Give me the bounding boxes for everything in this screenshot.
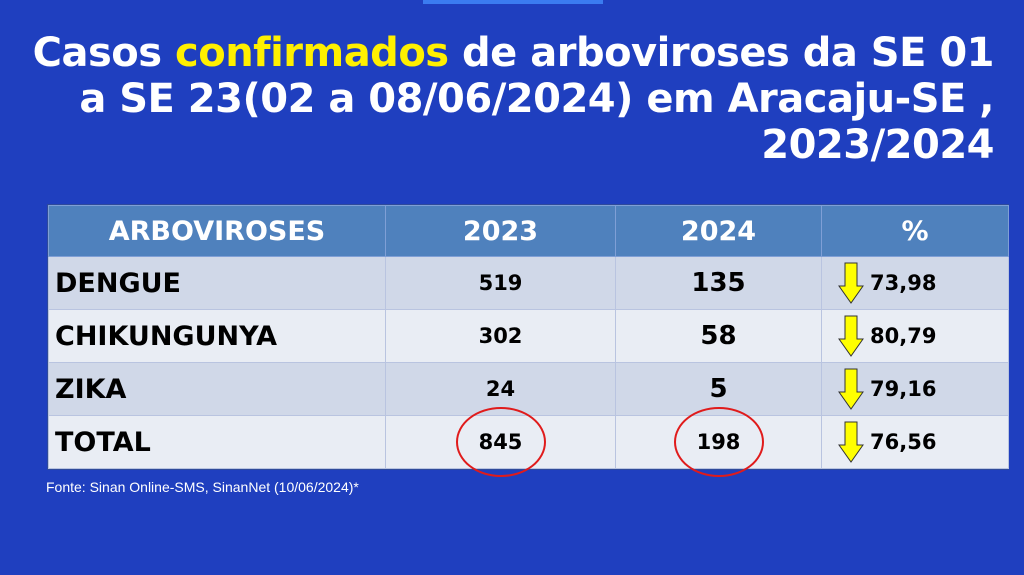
- header-2024: 2024: [615, 205, 822, 257]
- arrow-down-icon: [838, 262, 864, 304]
- cell-percent: 73,98: [821, 256, 1009, 310]
- cell-percent: 76,56: [821, 415, 1009, 469]
- cell-name: CHIKUNGUNYA: [48, 309, 386, 363]
- cell-2024: 58: [615, 309, 822, 363]
- percent-value: 80,79: [870, 324, 937, 348]
- cell-2023: 302: [385, 309, 616, 363]
- source-note: Fonte: Sinan Online-SMS, SinanNet (10/06…: [46, 479, 359, 495]
- title-part-1: Casos: [32, 30, 175, 76]
- table-row-chikungunya: CHIKUNGUNYA 302 58 80,79: [48, 309, 1009, 363]
- arrow-down-icon: [838, 368, 864, 410]
- percent-value: 76,56: [870, 430, 937, 454]
- cell-percent: 79,16: [821, 362, 1009, 416]
- red-circle-annotation: [455, 407, 546, 477]
- cell-2023: 845: [385, 407, 616, 477]
- title-part-2: de arboviroses da SE 01 a SE 23(02 a 08/…: [79, 30, 994, 168]
- percent-value: 73,98: [870, 271, 937, 295]
- table-row-zika: ZIKA 24 5 79,16: [48, 362, 1009, 416]
- slide-title: Casos confirmados de arboviroses da SE 0…: [14, 30, 995, 168]
- cell-name: DENGUE: [48, 256, 386, 310]
- circled-value: 198: [673, 407, 764, 477]
- cell-2024: 198: [615, 407, 822, 477]
- table-row-dengue: DENGUE 519 135 73,98: [48, 256, 1009, 310]
- table-row-total: TOTAL 845 198 76,56: [48, 407, 1009, 477]
- cell-2024: 135: [615, 256, 822, 310]
- header-2023: 2023: [385, 205, 616, 257]
- arrow-down-icon: [838, 315, 864, 357]
- title-highlight: confirmados: [175, 30, 449, 76]
- cell-2023: 519: [385, 256, 616, 310]
- arrow-down-icon: [838, 421, 864, 463]
- top-accent-bar: [423, 0, 603, 4]
- circled-value: 845: [455, 407, 546, 477]
- cell-percent: 80,79: [821, 309, 1009, 363]
- cell-name: TOTAL: [48, 415, 386, 469]
- header-percent: %: [821, 205, 1009, 257]
- table-header-row: ARBOVIROSES 2023 2024 %: [48, 205, 1009, 257]
- red-circle-annotation: [673, 407, 764, 477]
- percent-value: 79,16: [870, 377, 937, 401]
- header-arboviroses: ARBOVIROSES: [48, 205, 386, 257]
- arboviroses-table: ARBOVIROSES 2023 2024 % DENGUE 519 135 7…: [47, 204, 1009, 477]
- cell-name: ZIKA: [48, 362, 386, 416]
